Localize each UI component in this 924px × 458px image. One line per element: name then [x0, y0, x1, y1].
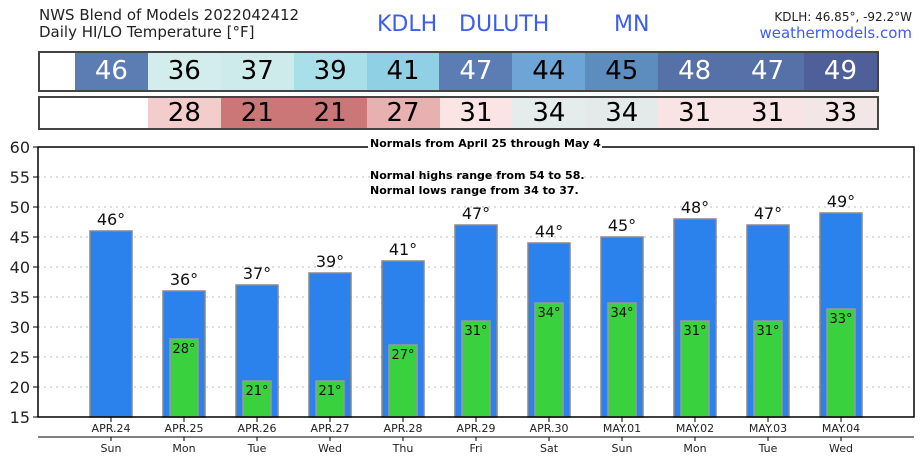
- low-bar: [461, 320, 491, 418]
- normals-title: Normals from April 25 through May 4: [370, 137, 601, 150]
- low-bar-label: 21°: [245, 384, 268, 399]
- high-bar-label: 47°: [462, 204, 490, 223]
- low-temp-cell: 27: [366, 98, 440, 128]
- high-bar-label: 46°: [97, 210, 125, 229]
- high-temp-cell: 37: [220, 53, 294, 90]
- low-bar-label: 31°: [464, 324, 487, 339]
- low-bar: [169, 338, 199, 418]
- low-bar: [753, 320, 783, 418]
- low-temp-cell: 34: [585, 98, 659, 128]
- high-temp-row: 46 36 37 39 41 47 44 45 48 47 49: [38, 51, 879, 92]
- low-bar-label: 28°: [172, 342, 195, 357]
- high-temp-cell: 46: [74, 53, 148, 90]
- day-label: Wed: [829, 442, 853, 455]
- chart-subtitle: Daily HI/LO Temperature [°F]: [39, 23, 255, 41]
- y-tick-label: 40: [10, 258, 30, 277]
- x-tick-label: APR.28: [384, 422, 423, 435]
- low-bar-label: 21°: [318, 384, 341, 399]
- y-tick-label: 55: [10, 168, 30, 187]
- day-label: Thu: [392, 442, 414, 455]
- low-bar-label: 31°: [756, 324, 779, 339]
- y-tick-label: 60: [10, 138, 30, 157]
- x-tick-label: APR.26: [238, 422, 277, 435]
- y-tick-label: 20: [10, 378, 30, 397]
- high-bar-label: 37°: [243, 264, 271, 283]
- high-temp-cell: 49: [804, 53, 877, 90]
- high-bar-label: 47°: [754, 204, 782, 223]
- low-temp-cell: 31: [731, 98, 805, 128]
- low-temp-cell: 31: [439, 98, 513, 128]
- x-tick-label: APR.27: [311, 422, 350, 435]
- x-tick-label: MAY.02: [676, 422, 714, 435]
- low-temp-cell: 28: [147, 98, 221, 128]
- x-tick-label: APR.24: [92, 422, 131, 435]
- day-label: Sat: [540, 442, 559, 455]
- day-label: Wed: [318, 442, 342, 455]
- high-temp-cell: 45: [585, 53, 659, 90]
- high-temp-cell: 39: [293, 53, 367, 90]
- low-bar-label: 33°: [829, 312, 852, 327]
- y-tick-label: 50: [10, 198, 30, 217]
- y-tick-label: 30: [10, 318, 30, 337]
- day-label: Tue: [758, 442, 778, 455]
- low-bar-label: 31°: [683, 324, 706, 339]
- chart-title: NWS Blend of Models 2022042412: [39, 6, 300, 24]
- x-tick-label: MAY.01: [603, 422, 641, 435]
- site-link[interactable]: weathermodels.com: [759, 24, 912, 42]
- high-temp-cell: 48: [658, 53, 732, 90]
- low-bar: [607, 302, 637, 418]
- high-temp-cell: 47: [439, 53, 513, 90]
- station-id: KDLH: [377, 12, 438, 37]
- low-temp-cell: 33: [804, 98, 877, 128]
- low-temp-cell: 21: [293, 98, 367, 128]
- high-bar-label: 41°: [389, 240, 417, 259]
- low-bar: [242, 380, 272, 418]
- y-tick-label: 15: [10, 408, 30, 427]
- day-label: Mon: [683, 442, 706, 455]
- state-name: MN: [614, 12, 650, 37]
- y-tick-label: 35: [10, 288, 30, 307]
- low-bar-label: 27°: [391, 348, 414, 363]
- low-temp-cell: 31: [658, 98, 732, 128]
- low-bar-label: 34°: [537, 306, 560, 321]
- low-bar: [826, 308, 856, 418]
- day-label: Tue: [247, 442, 267, 455]
- high-bar-label: 48°: [681, 198, 709, 217]
- low-temp-row: 28 21 21 27 31 34 34 31 31 33: [38, 96, 879, 130]
- low-bar-label: 34°: [610, 306, 633, 321]
- high-temp-cell: 44: [512, 53, 586, 90]
- high-temp-cell: 41: [366, 53, 440, 90]
- low-bar: [315, 380, 345, 418]
- high-bar: [89, 230, 133, 418]
- day-label: Sun: [101, 442, 122, 455]
- day-label: Sun: [612, 442, 633, 455]
- high-bar-label: 36°: [170, 270, 198, 289]
- high-bar-label: 45°: [608, 216, 636, 235]
- high-bar-label: 39°: [316, 252, 344, 271]
- x-tick-label: APR.29: [457, 422, 496, 435]
- x-tick-label: APR.25: [165, 422, 204, 435]
- y-tick-label: 25: [10, 348, 30, 367]
- city-name: DULUTH: [459, 12, 550, 37]
- normals-box: [368, 138, 602, 150]
- day-label: Fri: [469, 442, 482, 455]
- x-tick-label: APR.30: [530, 422, 569, 435]
- normals-highs: Normal highs range from 54 to 58.: [370, 169, 585, 182]
- normals-lows: Normal lows range from 34 to 37.: [370, 184, 579, 197]
- y-tick-label: 45: [10, 228, 30, 247]
- station-coords: KDLH: 46.85°, -92.2°W: [774, 10, 912, 24]
- x-tick-label: MAY.03: [749, 422, 787, 435]
- high-bar-label: 44°: [535, 222, 563, 241]
- low-bar: [534, 302, 564, 418]
- high-temp-cell: 47: [731, 53, 805, 90]
- low-temp-cell: 34: [512, 98, 586, 128]
- high-bar-label: 49°: [827, 192, 855, 211]
- high-temp-cell: 36: [147, 53, 221, 90]
- day-label: Mon: [172, 442, 195, 455]
- x-tick-label: MAY.04: [822, 422, 860, 435]
- low-temp-cell: 21: [220, 98, 294, 128]
